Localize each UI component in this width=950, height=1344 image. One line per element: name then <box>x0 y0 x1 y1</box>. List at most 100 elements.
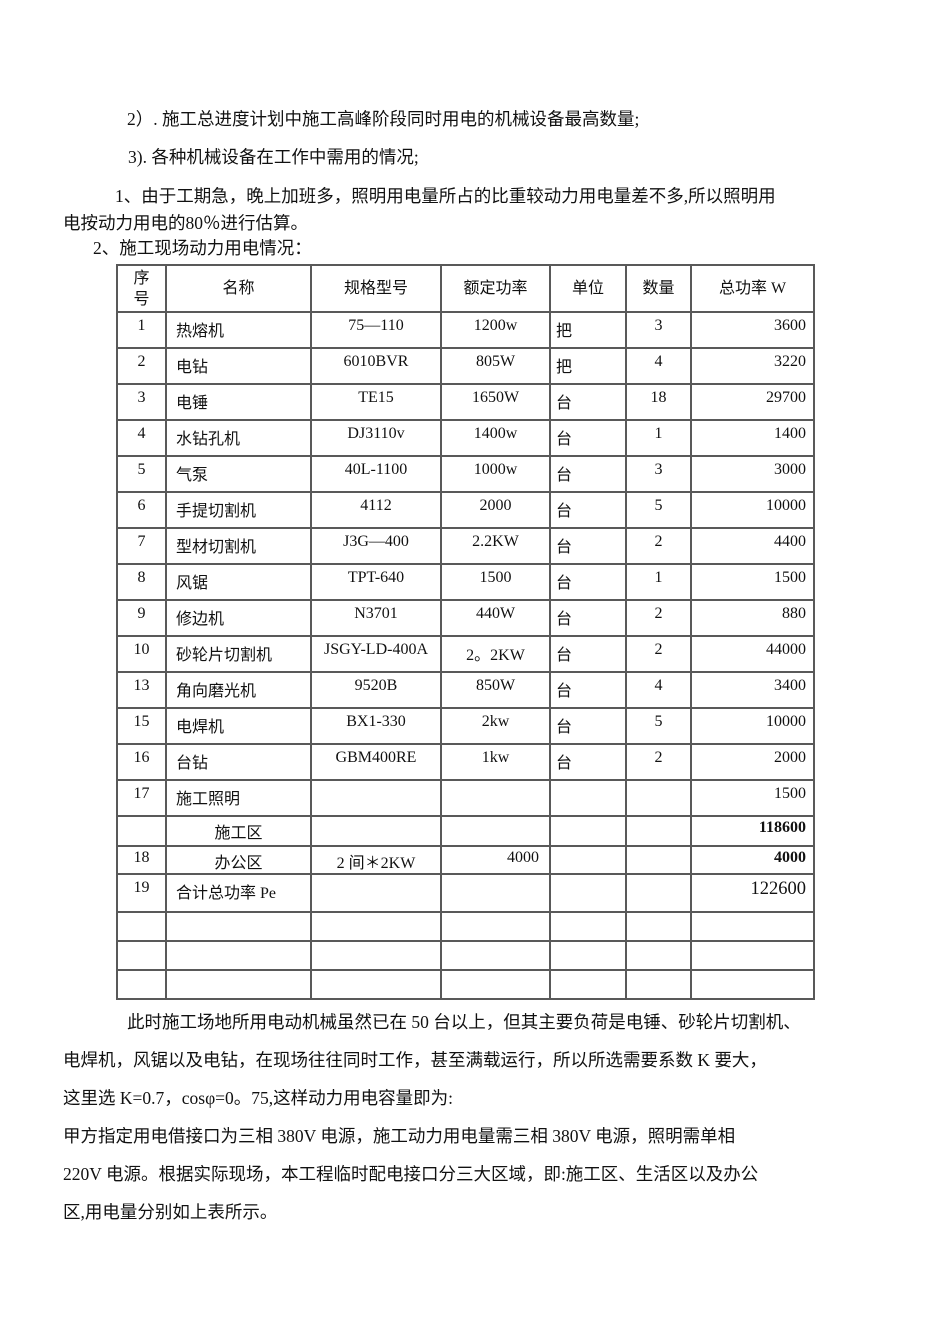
table-cell: 气泵 <box>165 455 312 493</box>
table-header-row: 序 号名称 规格型号 额定功率 单位 数量 总功率 W <box>116 264 815 313</box>
table-cell: 砂轮片切割机 <box>165 635 312 673</box>
column-header-4: 单位 <box>549 264 627 313</box>
table-cell: 施工区 <box>165 815 312 847</box>
table-cell: 2000 <box>690 743 815 781</box>
table-cell: J3G—400 <box>310 527 442 565</box>
table-cell <box>440 969 551 1000</box>
table-cell: 3 <box>625 455 692 493</box>
table-cell <box>440 940 551 971</box>
table-cell <box>440 911 551 942</box>
table-cell <box>165 940 312 971</box>
table-cell: 1650W <box>440 383 551 421</box>
table-cell: 10000 <box>690 707 815 745</box>
table-cell: 4 <box>625 347 692 385</box>
table-cell <box>625 845 692 875</box>
table-cell: 电锤 <box>165 383 312 421</box>
table-cell: 18 <box>116 845 167 875</box>
column-header-0: 序 号 <box>116 264 167 313</box>
table-cell: 3220 <box>690 347 815 385</box>
table-cell <box>549 845 627 875</box>
table-cell: 4400 <box>690 527 815 565</box>
table-cell: 18 <box>625 383 692 421</box>
table-cell <box>625 969 692 1000</box>
table-cell: 台 <box>549 743 627 781</box>
table-cell: 1 <box>625 563 692 601</box>
table-cell: 台 <box>549 383 627 421</box>
table-cell: 1 <box>116 311 167 349</box>
table-cell: 台 <box>549 707 627 745</box>
table-cell: 把 <box>549 311 627 349</box>
table-cell <box>549 911 627 942</box>
table-cell <box>310 779 442 817</box>
table-cell: TE15 <box>310 383 442 421</box>
table-cell <box>310 911 442 942</box>
table-cell <box>549 779 627 817</box>
table-cell <box>310 940 442 971</box>
table-cell: 9 <box>116 599 167 637</box>
table-row <box>116 940 815 971</box>
table-cell <box>440 779 551 817</box>
table-cell: 2kw <box>440 707 551 745</box>
table-cell: 台 <box>549 527 627 565</box>
table-row: 17 施工照明 1500 <box>116 779 815 817</box>
table-cell: 850W <box>440 671 551 709</box>
column-header-5: 数量 <box>625 264 692 313</box>
table-cell: 台 <box>549 635 627 673</box>
table-cell: 16 <box>116 743 167 781</box>
table-cell: DJ3110v <box>310 419 442 457</box>
table-cell: JSGY-LD-400A <box>310 635 442 673</box>
table-row: 6 手提切割机 4112 2000 台 5 10000 <box>116 491 815 529</box>
table-cell <box>116 911 167 942</box>
intro-line-2: 3). 各种机械设备在工作中需用的情况; <box>128 147 419 167</box>
table-cell <box>690 940 815 971</box>
table-cell <box>625 873 692 913</box>
table-cell <box>165 969 312 1000</box>
table-row: 施工区 118600 <box>116 815 815 847</box>
table-cell: 40L-1100 <box>310 455 442 493</box>
table-cell: 44000 <box>690 635 815 673</box>
table-cell <box>440 873 551 913</box>
table-cell: 8 <box>116 563 167 601</box>
table-cell: 台 <box>549 419 627 457</box>
table-cell: 手提切割机 <box>165 491 312 529</box>
table-cell: 2.2KW <box>440 527 551 565</box>
table-cell: 3 <box>116 383 167 421</box>
table-cell: 7 <box>116 527 167 565</box>
table-cell: 5 <box>116 455 167 493</box>
table-cell: 4000 <box>690 845 815 875</box>
table-cell: 台钻 <box>165 743 312 781</box>
table-cell: 4 <box>116 419 167 457</box>
table-cell: 3400 <box>690 671 815 709</box>
table-cell: 1400w <box>440 419 551 457</box>
table-cell: 2 间＊2KW <box>310 845 442 875</box>
table-cell: 440W <box>440 599 551 637</box>
table-cell: 9520B <box>310 671 442 709</box>
table-cell: 2 <box>116 347 167 385</box>
table-cell <box>625 911 692 942</box>
table-cell: 修边机 <box>165 599 312 637</box>
table-cell: 19 <box>116 873 167 913</box>
table-cell: 1400 <box>690 419 815 457</box>
table-cell <box>690 969 815 1000</box>
table-cell: 办公区 <box>165 845 312 875</box>
table-row: 8 风锯 TPT-640 1500 台 1 1500 <box>116 563 815 601</box>
table-cell: 1500 <box>440 563 551 601</box>
closing-paragraph-2: 甲方指定用电借接口为三相 380V 电源，施工动力用电量需三相 380V 电源，… <box>63 1126 759 1222</box>
table-cell: 1000w <box>440 455 551 493</box>
table-cell <box>549 940 627 971</box>
table-cell: 13 <box>116 671 167 709</box>
table-row <box>116 969 815 1000</box>
table-cell: 805W <box>440 347 551 385</box>
table-cell <box>625 815 692 847</box>
table-cell: 台 <box>549 563 627 601</box>
table-cell: 把 <box>549 347 627 385</box>
table-cell: 1200w <box>440 311 551 349</box>
table-cell: 6 <box>116 491 167 529</box>
table-row: 2 电钻 6010BVR 805W 把 4 3220 <box>116 347 815 385</box>
table-row: 16 台钻 GBM400RE 1kw 台 2 2000 <box>116 743 815 781</box>
table-cell <box>549 873 627 913</box>
table-cell: BX1-330 <box>310 707 442 745</box>
table-cell: GBM400RE <box>310 743 442 781</box>
table-cell: 4000 <box>440 845 551 875</box>
